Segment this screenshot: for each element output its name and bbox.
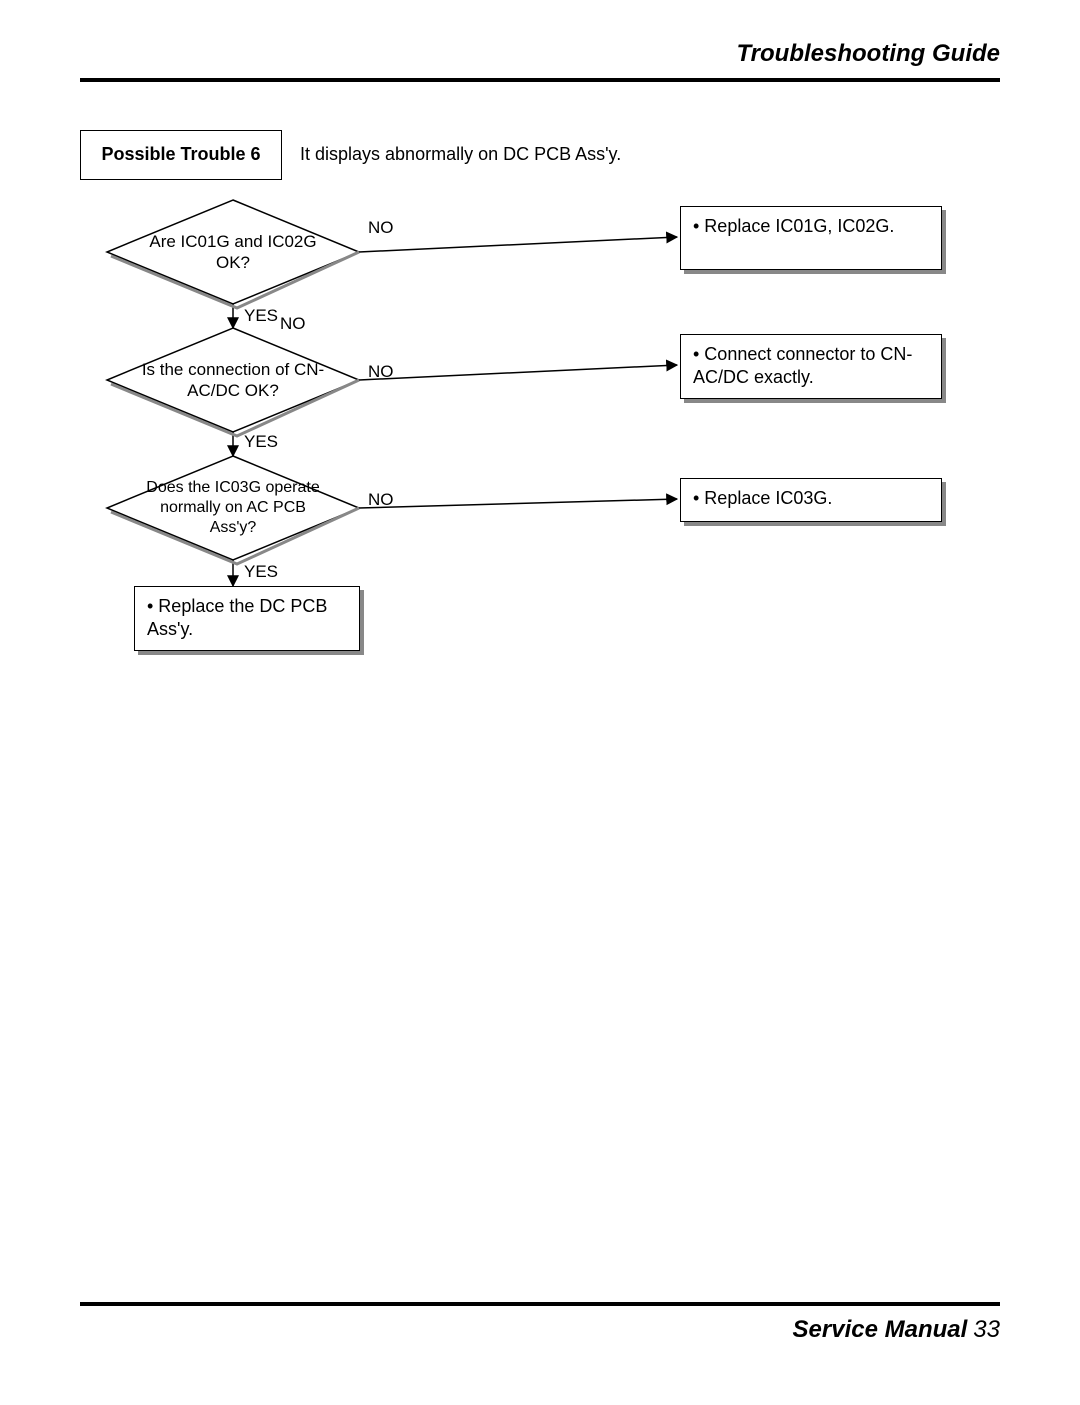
action-text: • Replace IC03G. [681, 479, 941, 518]
decision-ic03g: Does the IC03G operate normally on AC PC… [107, 456, 359, 560]
footer-divider [80, 1302, 1000, 1306]
decision-text: Are IC01G and IC02G OK? [107, 200, 359, 304]
label-yes: YES [244, 306, 278, 326]
action-replace-ic01g-ic02g: • Replace IC01G, IC02G. [680, 206, 942, 270]
trouble-badge: Possible Trouble 6 [80, 130, 282, 180]
header-divider [80, 78, 1000, 82]
action-replace-dc-pcb: • Replace the DC PCB Ass'y. [134, 586, 360, 651]
label-no: NO [368, 490, 394, 510]
footer: Service Manual33 [793, 1316, 1000, 1344]
action-replace-ic03g: • Replace IC03G. [680, 478, 942, 522]
page: Troubleshooting Guide Possible Tr [80, 40, 1000, 1350]
trouble-description: It displays abnormally on DC PCB Ass'y. [300, 144, 621, 165]
label-no: NO [368, 218, 394, 238]
label-no: NO [368, 362, 394, 382]
action-connect-connector: • Connect connector to CN-AC/DC exactly. [680, 334, 942, 399]
label-no: NO [280, 314, 306, 334]
action-text: • Replace the DC PCB Ass'y. [135, 587, 359, 650]
page-number: 33 [973, 1316, 1000, 1343]
label-yes: YES [244, 562, 278, 582]
decision-ic01g-ic02g: Are IC01G and IC02G OK? [107, 200, 359, 304]
flowchart: Possible Trouble 6 It displays abnormall… [80, 130, 1000, 690]
trouble-badge-label: Possible Trouble 6 [101, 143, 260, 166]
footer-label: Service Manual [793, 1316, 968, 1343]
action-text: • Replace IC01G, IC02G. [681, 207, 941, 246]
label-yes: YES [244, 432, 278, 452]
action-text: • Connect connector to CN-AC/DC exactly. [681, 335, 941, 398]
decision-text: Does the IC03G operate normally on AC PC… [107, 456, 359, 560]
decision-cn-ac-dc: Is the connection of CN-AC/DC OK? [107, 328, 359, 432]
decision-text: Is the connection of CN-AC/DC OK? [107, 328, 359, 432]
page-title: Troubleshooting Guide [736, 40, 1000, 68]
